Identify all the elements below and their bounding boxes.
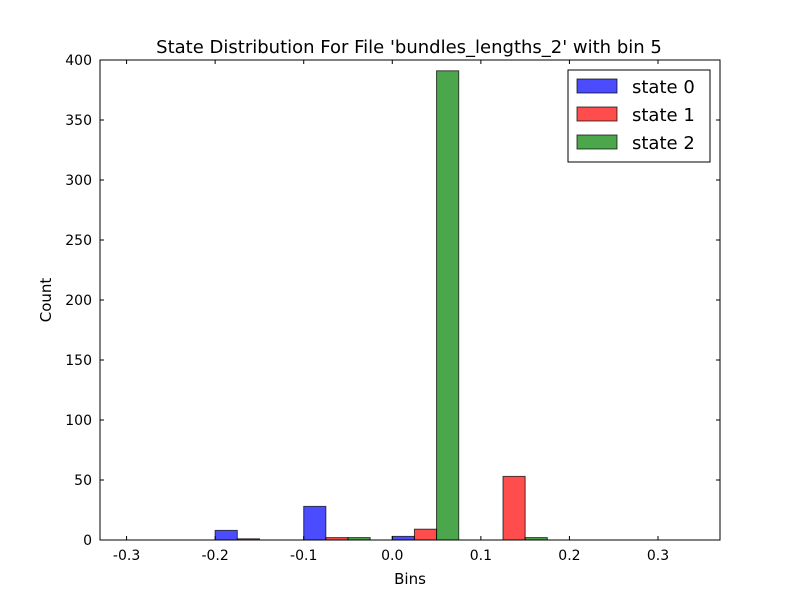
y-tick-label: 250 xyxy=(65,233,92,249)
x-tick-label: 0.0 xyxy=(381,548,403,564)
y-tick-label: 0 xyxy=(83,533,92,549)
legend: state 0 state 1 state 2 xyxy=(567,69,711,163)
x-axis-title: Bins xyxy=(394,570,426,588)
bar-series-0-bin-3 xyxy=(391,535,415,541)
ticks-layer: -0.3 -0.2 -0.1 0.0 0.1 0.2 0.3 0 50 100 150 200 250 3… xyxy=(65,53,720,564)
legend-swatch-series-0 xyxy=(576,78,618,94)
y-tick-label: 100 xyxy=(65,413,92,429)
y-tick-label: 300 xyxy=(65,173,92,189)
x-tick-label: -0.3 xyxy=(113,548,140,564)
y-axis-title: Count xyxy=(37,278,55,323)
x-tick-label: 0.2 xyxy=(558,548,580,564)
bars-layer xyxy=(214,70,548,541)
legend-label-series-2: state 2 xyxy=(632,133,695,154)
legend-label-series-1: state 1 xyxy=(632,105,695,126)
bar-series-0-bin-1 xyxy=(214,529,238,541)
x-tick-label: 0.3 xyxy=(647,548,669,564)
chart-title: State Distribution For File 'bundles_len… xyxy=(156,37,662,58)
y-tick-label: 400 xyxy=(65,53,92,69)
y-tick-label: 50 xyxy=(74,473,92,489)
x-tick-label: 0.1 xyxy=(470,548,492,564)
legend-swatch-series-1 xyxy=(576,106,618,122)
bar-series-1-bin-4 xyxy=(502,475,526,541)
bar-series-0-bin-2 xyxy=(303,505,327,541)
legend-swatch-series-2 xyxy=(576,134,618,150)
legend-label-series-0: state 0 xyxy=(632,77,695,98)
bar-series-1-bin-3 xyxy=(413,528,438,541)
x-tick-label: -0.2 xyxy=(201,548,228,564)
y-tick-label: 200 xyxy=(65,293,92,309)
y-tick-label: 150 xyxy=(65,353,92,369)
y-tick-label: 350 xyxy=(65,113,92,129)
x-tick-label: -0.1 xyxy=(290,548,317,564)
bar-series-2-bin-3 xyxy=(436,70,460,541)
